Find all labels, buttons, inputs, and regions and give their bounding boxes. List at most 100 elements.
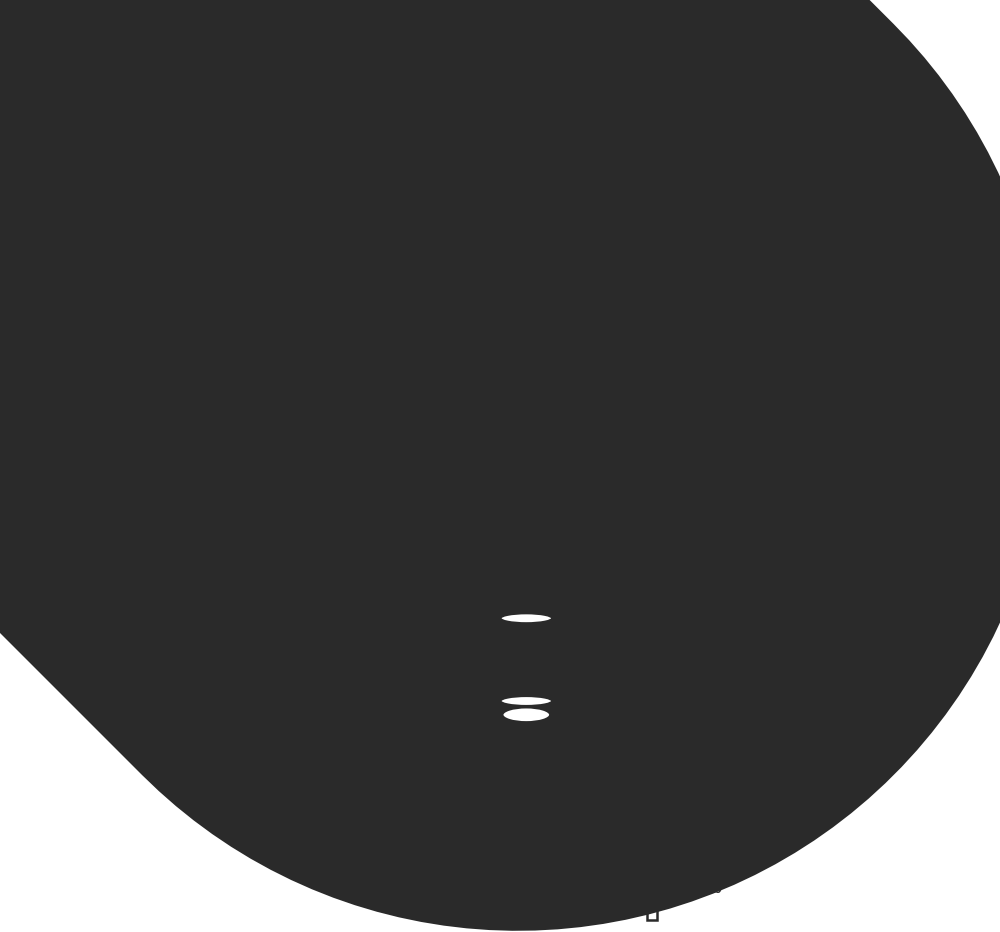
Text: PW: PW: [416, 901, 443, 919]
FancyBboxPatch shape: [447, 838, 509, 851]
FancyBboxPatch shape: [502, 596, 550, 605]
Text: IN: IN: [695, 464, 713, 483]
FancyBboxPatch shape: [392, 814, 406, 824]
Text: C: C: [276, 561, 284, 574]
Text: IN: IN: [631, 465, 648, 483]
Text: 1: 1: [286, 356, 293, 366]
FancyBboxPatch shape: [599, 838, 661, 851]
FancyBboxPatch shape: [616, 685, 644, 705]
Text: MA: MA: [335, 546, 361, 564]
Text: C: C: [250, 535, 258, 547]
FancyBboxPatch shape: [444, 404, 609, 449]
Text: CO: CO: [695, 504, 720, 523]
Text: C: C: [250, 561, 258, 574]
Text: AS: AS: [637, 677, 657, 692]
Text: EXP: EXP: [450, 901, 482, 919]
FancyBboxPatch shape: [616, 575, 657, 596]
Ellipse shape: [502, 707, 550, 722]
FancyBboxPatch shape: [354, 575, 657, 587]
FancyBboxPatch shape: [430, 398, 623, 546]
Text: Y: Y: [213, 557, 223, 576]
Text: X: X: [259, 596, 271, 615]
Text: LS: LS: [678, 669, 696, 684]
Text: AD: AD: [695, 423, 719, 441]
Text: M: M: [278, 347, 291, 362]
Text: C: C: [223, 508, 232, 521]
Text: W: W: [257, 425, 272, 440]
Circle shape: [171, 439, 330, 597]
Text: MT: MT: [671, 571, 696, 589]
Text: C: C: [302, 508, 311, 521]
Text: IL: IL: [631, 392, 645, 410]
FancyBboxPatch shape: [177, 514, 186, 523]
FancyBboxPatch shape: [488, 575, 564, 596]
Text: BD: BD: [571, 348, 595, 366]
FancyBboxPatch shape: [485, 351, 568, 380]
Text: C: C: [197, 482, 206, 495]
Text: CO: CO: [631, 509, 656, 528]
Text: MA: MA: [239, 347, 263, 362]
Ellipse shape: [500, 696, 552, 706]
FancyBboxPatch shape: [188, 366, 302, 484]
Text: C: C: [223, 561, 232, 574]
Text: PM: PM: [305, 571, 330, 589]
FancyBboxPatch shape: [204, 382, 287, 469]
Text: WTa: WTa: [462, 884, 494, 899]
Text: C: C: [302, 482, 311, 495]
Text: C: C: [250, 482, 258, 495]
FancyBboxPatch shape: [198, 422, 206, 431]
Text: AD: AD: [631, 418, 655, 436]
Text: IF: IF: [361, 838, 374, 853]
Text: C: C: [223, 535, 232, 547]
Text: PW: PW: [544, 901, 570, 919]
Text: M: M: [190, 347, 203, 362]
FancyBboxPatch shape: [450, 885, 461, 920]
Text: C: C: [276, 456, 284, 469]
Text: SO: SO: [556, 297, 579, 316]
Text: C: C: [197, 535, 206, 547]
Text: PM: PM: [312, 585, 337, 603]
Text: C: C: [223, 456, 232, 469]
FancyBboxPatch shape: [284, 422, 293, 431]
FancyBboxPatch shape: [444, 851, 512, 864]
FancyBboxPatch shape: [354, 575, 395, 596]
FancyBboxPatch shape: [595, 851, 664, 864]
Text: LA: LA: [754, 509, 777, 528]
Text: 2: 2: [196, 356, 203, 366]
FancyBboxPatch shape: [488, 547, 564, 559]
Ellipse shape: [500, 613, 552, 624]
Text: 2: 2: [276, 448, 283, 458]
Text: X: X: [610, 649, 621, 664]
FancyBboxPatch shape: [623, 596, 650, 605]
Text: C: C: [197, 508, 206, 521]
Text: LACU: LACU: [271, 815, 319, 833]
FancyBboxPatch shape: [347, 615, 692, 766]
Text: B: B: [644, 547, 655, 565]
FancyBboxPatch shape: [437, 864, 519, 885]
Text: C: C: [223, 482, 232, 495]
FancyBboxPatch shape: [647, 885, 657, 920]
Text: WTb: WTb: [688, 881, 723, 896]
FancyBboxPatch shape: [657, 684, 688, 708]
Text: B: B: [602, 548, 614, 566]
FancyBboxPatch shape: [364, 596, 385, 605]
Text: RF: RF: [602, 669, 622, 684]
Ellipse shape: [468, 504, 585, 539]
FancyBboxPatch shape: [495, 885, 506, 920]
Text: C: C: [276, 535, 284, 547]
Text: MT: MT: [695, 585, 720, 603]
FancyBboxPatch shape: [371, 810, 388, 828]
Text: C: C: [250, 456, 258, 469]
Text: MA: MA: [426, 561, 452, 579]
Text: MEA: MEA: [609, 901, 645, 919]
FancyBboxPatch shape: [588, 864, 671, 885]
Text: C: C: [276, 508, 284, 521]
Text: C: C: [302, 535, 311, 547]
Text: IL: IL: [695, 392, 709, 410]
Text: P: P: [271, 438, 280, 453]
FancyBboxPatch shape: [315, 514, 324, 523]
Text: AD: AD: [630, 418, 654, 436]
Text: W: W: [402, 589, 419, 607]
Text: 1: 1: [179, 448, 186, 458]
Text: PS: PS: [568, 652, 587, 667]
